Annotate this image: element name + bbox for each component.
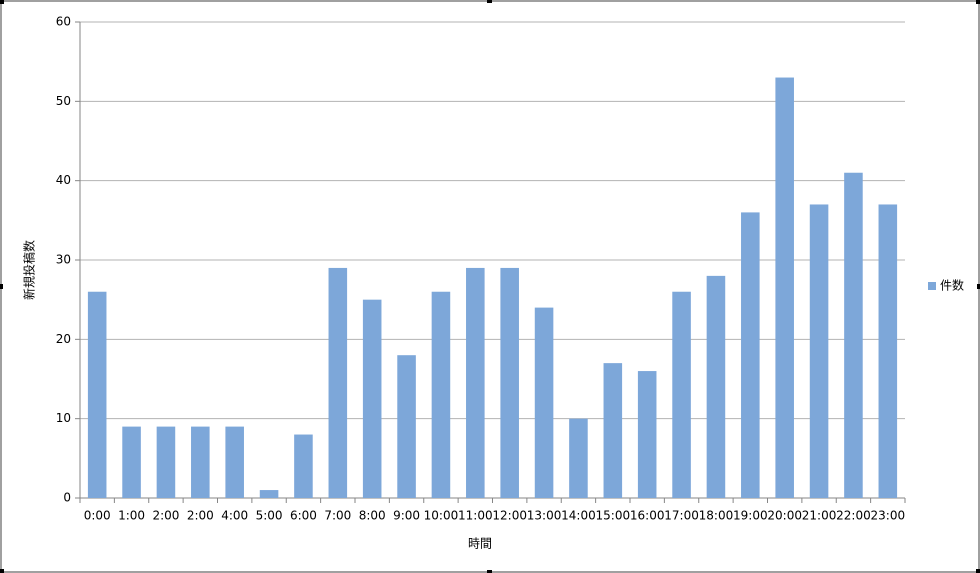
- x-tick-label: 14:00: [561, 509, 596, 523]
- x-tick-label: 19:00: [733, 509, 768, 523]
- x-tick-label: 2:00: [187, 509, 214, 523]
- x-tick-label: 8:00: [359, 509, 386, 523]
- y-axis-title: 新規投稿数: [22, 240, 37, 300]
- y-tick-label: 10: [56, 411, 71, 425]
- bar: [534, 307, 554, 498]
- x-tick-label: 16:00: [630, 509, 665, 523]
- legend-label: 件数: [940, 278, 964, 293]
- x-tick-label: 13:00: [527, 509, 562, 523]
- x-tick-label: 1:00: [118, 509, 145, 523]
- y-tick-label: 20: [56, 332, 71, 346]
- bar: [397, 355, 416, 498]
- bar: [809, 204, 829, 498]
- x-tick-label: 23:00: [871, 509, 906, 523]
- bar: [878, 204, 898, 498]
- bar: [87, 291, 107, 498]
- bar: [672, 291, 691, 498]
- bar: [741, 212, 760, 498]
- x-tick-label: 21:00: [802, 509, 837, 523]
- bar: [328, 267, 348, 498]
- y-tick-label: 40: [56, 173, 71, 187]
- bar: [156, 426, 176, 498]
- x-tick-label: 20:00: [767, 509, 802, 523]
- x-tick-label: 7:00: [324, 509, 351, 523]
- bar: [225, 426, 244, 498]
- x-tick-label: 15:00: [596, 509, 631, 523]
- x-tick-label: 11:00: [458, 509, 493, 523]
- x-tick-label: 10:00: [424, 509, 459, 523]
- legend-swatch: [928, 282, 936, 290]
- x-tick-label: 0:00: [84, 509, 111, 523]
- bar: [431, 291, 451, 498]
- x-tick-label: 12:00: [492, 509, 527, 523]
- y-tick-label: 60: [56, 15, 71, 29]
- x-tick-label: 2:00: [152, 509, 179, 523]
- x-tick-label: 6:00: [290, 509, 317, 523]
- x-axis-title: 時間: [468, 537, 492, 551]
- bar: [362, 299, 382, 498]
- bar: [122, 426, 141, 498]
- x-tick-label: 4:00: [221, 509, 248, 523]
- y-tick-label: 0: [63, 491, 71, 505]
- x-tick-label: 9:00: [393, 509, 420, 523]
- bar: [259, 490, 279, 498]
- bar: [603, 363, 623, 498]
- bar: [500, 267, 519, 498]
- y-tick-label: 50: [56, 94, 71, 108]
- bar: [569, 418, 588, 498]
- x-tick-label: 17:00: [664, 509, 699, 523]
- bar: [775, 77, 794, 499]
- x-tick-label: 18:00: [699, 509, 734, 523]
- x-tick-label: 5:00: [256, 509, 283, 523]
- bar: [191, 426, 210, 498]
- bar: [844, 172, 863, 498]
- bar: [466, 267, 485, 498]
- bar: [637, 371, 657, 498]
- y-tick-label: 30: [56, 253, 71, 267]
- bar: [706, 275, 726, 498]
- x-tick-label: 22:00: [836, 509, 871, 523]
- bar: [294, 434, 313, 498]
